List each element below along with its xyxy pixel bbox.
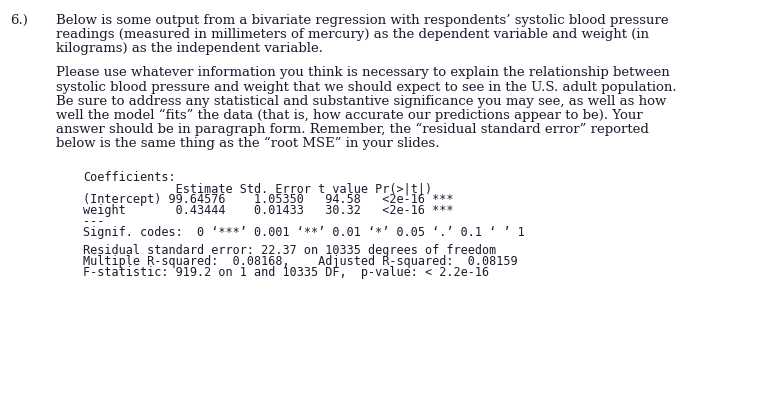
Text: Signif. codes:  0 ‘***’ 0.001 ‘**’ 0.01 ‘*’ 0.05 ‘.’ 0.1 ‘ ’ 1: Signif. codes: 0 ‘***’ 0.001 ‘**’ 0.01 ‘… — [83, 226, 525, 239]
Text: well the model “fits” the data (that is, how accurate our predictions appear to : well the model “fits” the data (that is,… — [56, 109, 642, 122]
Text: below is the same thing as the “root MSE” in your slides.: below is the same thing as the “root MSE… — [56, 137, 439, 150]
Text: weight       0.43444    0.01433   30.32   <2e-16 ***: weight 0.43444 0.01433 30.32 <2e-16 *** — [83, 204, 454, 217]
Text: readings (measured in millimeters of mercury) as the dependent variable and weig: readings (measured in millimeters of mer… — [56, 28, 648, 41]
Text: F-statistic: 919.2 on 1 and 10335 DF,  p-value: < 2.2e-16: F-statistic: 919.2 on 1 and 10335 DF, p-… — [83, 266, 490, 278]
Text: Estimate Std. Error t value Pr(>|t|): Estimate Std. Error t value Pr(>|t|) — [83, 182, 433, 195]
Text: kilograms) as the independent variable.: kilograms) as the independent variable. — [56, 42, 322, 55]
Text: Please use whatever information you think is necessary to explain the relationsh: Please use whatever information you thin… — [56, 66, 669, 79]
Text: ---: --- — [83, 215, 105, 228]
Text: Be sure to address any statistical and substantive significance you may see, as : Be sure to address any statistical and s… — [56, 95, 666, 108]
Text: (Intercept) 99.64576    1.05350   94.58   <2e-16 ***: (Intercept) 99.64576 1.05350 94.58 <2e-1… — [83, 193, 454, 206]
Text: Below is some output from a bivariate regression with respondents’ systolic bloo: Below is some output from a bivariate re… — [56, 14, 668, 27]
Text: systolic blood pressure and weight that we should expect to see in the U.S. adul: systolic blood pressure and weight that … — [56, 81, 676, 93]
Text: answer should be in paragraph form. Remember, the “residual standard error” repo: answer should be in paragraph form. Reme… — [56, 123, 648, 136]
Text: Coefficients:: Coefficients: — [83, 171, 176, 184]
Text: Multiple R-squared:  0.08168,    Adjusted R-squared:  0.08159: Multiple R-squared: 0.08168, Adjusted R-… — [83, 255, 518, 268]
Text: 6.): 6.) — [10, 14, 28, 27]
Text: Residual standard error: 22.37 on 10335 degrees of freedom: Residual standard error: 22.37 on 10335 … — [83, 244, 497, 257]
